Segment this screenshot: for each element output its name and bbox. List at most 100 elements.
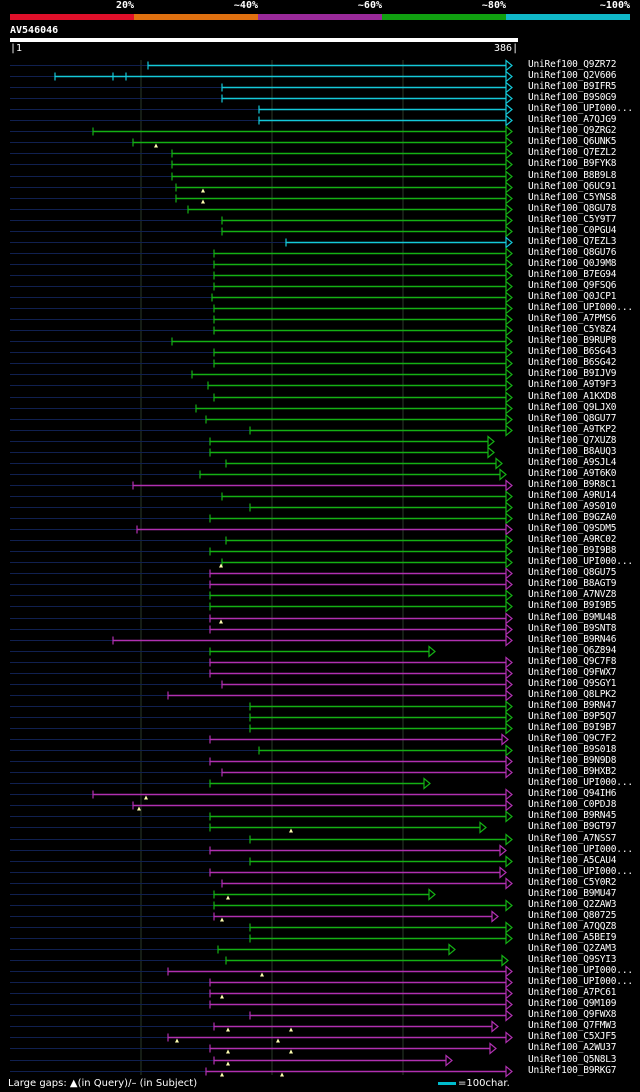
hit-row[interactable]: [10, 379, 513, 392]
hit-row[interactable]: [10, 446, 495, 459]
hit-row[interactable]: [10, 634, 513, 647]
hit-label[interactable]: UniRef100_B8B9L8: [528, 170, 617, 181]
hit-label[interactable]: UniRef100_B9RN47: [528, 700, 617, 711]
hit-row[interactable]: [10, 181, 513, 194]
hit-label[interactable]: UniRef100_A9RU14: [528, 490, 617, 501]
hit-row[interactable]: [10, 998, 513, 1011]
hit-row[interactable]: [10, 700, 513, 713]
hit-row[interactable]: [10, 1020, 499, 1033]
hit-label[interactable]: UniRef100_B9P5Q7: [528, 711, 617, 722]
hit-label[interactable]: UniRef100_Q9FWX7: [528, 667, 617, 678]
hit-label[interactable]: UniRef100_Q6Z894: [528, 645, 617, 656]
hit-row[interactable]: [10, 125, 513, 138]
hit-row[interactable]: [10, 899, 513, 912]
hit-label[interactable]: UniRef100_B9N9D8: [528, 755, 617, 766]
hit-label[interactable]: UniRef100_Q9FSQ6: [528, 280, 617, 291]
hit-label[interactable]: UniRef100_UPI000...: [528, 556, 633, 567]
hit-row[interactable]: [10, 313, 513, 326]
hit-label[interactable]: UniRef100_B7EG94: [528, 269, 617, 280]
hit-label[interactable]: UniRef100_Q7XUZ8: [528, 435, 617, 446]
hit-label[interactable]: UniRef100_B8AUQ3: [528, 446, 617, 457]
hit-row[interactable]: [10, 413, 513, 426]
hit-row[interactable]: [10, 833, 513, 846]
hit-label[interactable]: UniRef100_Q0J9M8: [528, 258, 617, 269]
hit-label[interactable]: UniRef100_UPI000...: [528, 777, 633, 788]
hit-label[interactable]: UniRef100_Q7FMW3: [528, 1020, 617, 1031]
hit-row[interactable]: [10, 114, 513, 127]
hit-row[interactable]: [10, 866, 507, 879]
hit-row[interactable]: [10, 236, 513, 249]
hit-label[interactable]: UniRef100_A9RC02: [528, 534, 617, 545]
hit-label[interactable]: UniRef100_A1KXD8: [528, 391, 617, 402]
hit-label[interactable]: UniRef100_Q7EZL3: [528, 236, 617, 247]
hit-row[interactable]: [10, 435, 495, 448]
hit-row[interactable]: [10, 976, 513, 989]
hit-row[interactable]: [10, 324, 513, 337]
hit-label[interactable]: UniRef100_B9RUP8: [528, 335, 617, 346]
hit-label[interactable]: UniRef100_B6SG43: [528, 346, 617, 357]
hit-label[interactable]: UniRef100_B9HXB2: [528, 766, 617, 777]
hit-row[interactable]: [10, 59, 513, 72]
hit-label[interactable]: UniRef100_B9IFR5: [528, 81, 617, 92]
hit-label[interactable]: UniRef100_C5XJF5: [528, 1031, 617, 1042]
hit-row[interactable]: [10, 280, 513, 293]
hit-row[interactable]: [10, 954, 509, 967]
hit-row[interactable]: [10, 501, 513, 514]
hit-row[interactable]: [10, 667, 513, 680]
hit-label[interactable]: UniRef100_UPI000...: [528, 302, 633, 313]
hit-row[interactable]: [10, 1009, 513, 1022]
hit-row[interactable]: [10, 888, 436, 901]
hit-label[interactable]: UniRef100_C5Y0R2: [528, 877, 617, 888]
hit-row[interactable]: [10, 70, 513, 83]
hit-row[interactable]: [10, 424, 513, 437]
hit-label[interactable]: UniRef100_A9SJL4: [528, 457, 617, 468]
hit-row[interactable]: [10, 391, 513, 404]
hit-row[interactable]: [10, 987, 513, 1000]
hit-label[interactable]: UniRef100_Q7EZL2: [528, 147, 617, 158]
hit-row[interactable]: [10, 656, 513, 669]
hit-row[interactable]: [10, 534, 513, 547]
hit-row[interactable]: [10, 545, 513, 558]
hit-row[interactable]: [10, 158, 513, 171]
hit-row[interactable]: [10, 711, 513, 724]
hit-row[interactable]: [10, 225, 513, 238]
hit-label[interactable]: UniRef100_Q9M109: [528, 998, 617, 1009]
hit-label[interactable]: UniRef100_Q9SYI3: [528, 954, 617, 965]
hit-label[interactable]: UniRef100_B9MU47: [528, 888, 617, 899]
hit-row[interactable]: [10, 468, 507, 481]
hit-label[interactable]: UniRef100_UPI000...: [528, 103, 633, 114]
hit-row[interactable]: [10, 877, 513, 890]
hit-label[interactable]: UniRef100_C0PGU4: [528, 225, 617, 236]
hit-row[interactable]: [10, 335, 513, 348]
hit-label[interactable]: UniRef100_Q6UC91: [528, 181, 617, 192]
hit-row[interactable]: [10, 855, 513, 868]
hit-label[interactable]: UniRef100_A9S010: [528, 501, 617, 512]
hit-row[interactable]: [10, 247, 513, 260]
hit-label[interactable]: UniRef100_B9I9B8: [528, 545, 617, 556]
hit-label[interactable]: UniRef100_B9SNT8: [528, 623, 617, 634]
hit-row[interactable]: [10, 490, 513, 503]
hit-row[interactable]: [10, 269, 513, 282]
hit-row[interactable]: [10, 943, 456, 956]
hit-label[interactable]: UniRef100_Q8LPK2: [528, 689, 617, 700]
hit-row[interactable]: [10, 788, 513, 801]
hit-row[interactable]: [10, 170, 513, 183]
hit-label[interactable]: UniRef100_Q2V606: [528, 70, 617, 81]
hit-label[interactable]: UniRef100_A9T6K0: [528, 468, 617, 479]
hit-row[interactable]: [10, 357, 513, 370]
hit-row[interactable]: [10, 302, 513, 315]
hit-label[interactable]: UniRef100_A5CAU4: [528, 855, 617, 866]
hit-row[interactable]: [10, 346, 513, 359]
hit-label[interactable]: UniRef100_Q8GU76: [528, 247, 617, 258]
hit-row[interactable]: [10, 689, 513, 702]
hit-label[interactable]: UniRef100_A7QQZ8: [528, 921, 617, 932]
hit-label[interactable]: UniRef100_Q9SGY1: [528, 678, 617, 689]
hit-row[interactable]: [10, 192, 513, 205]
hit-row[interactable]: [10, 512, 513, 525]
hit-row[interactable]: [10, 932, 513, 945]
hit-label[interactable]: UniRef100_Q9ZRG2: [528, 125, 617, 136]
hit-row[interactable]: [10, 457, 503, 470]
hit-label[interactable]: UniRef100_A7PMS6: [528, 313, 617, 324]
hit-row[interactable]: [10, 612, 513, 625]
hit-row[interactable]: [10, 556, 513, 569]
